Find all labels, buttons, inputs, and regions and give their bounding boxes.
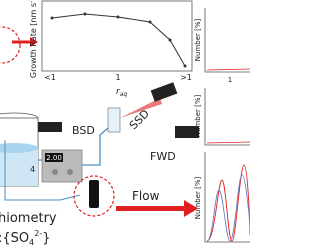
size-plot: Number [%] 1	[194, 8, 250, 84]
arrow-head	[30, 37, 38, 47]
growth-plot: Growth Rate [nm s-1] <1 1 >1 raq	[28, 0, 193, 98]
x-tick-label: 1	[228, 76, 232, 84]
flow-label: Flow	[132, 189, 160, 203]
bsd-detector	[38, 122, 62, 132]
x-tick-label: >1	[180, 73, 192, 82]
growth-line	[51, 13, 186, 67]
x-tick-label: 1	[115, 73, 120, 82]
pump: 2.00	[41, 149, 83, 183]
stoich-label: hiometry	[0, 211, 57, 226]
stoich-formula: :{SO42-}	[0, 229, 51, 247]
x-tick-label: <1	[44, 73, 56, 82]
sup: 2-	[34, 229, 42, 238]
display-value: 2.00	[46, 154, 62, 162]
cuvette	[107, 107, 121, 133]
y-axis-label: Number [%]	[194, 95, 202, 138]
label: Growth Rate [nm s	[29, 3, 38, 78]
tube	[38, 127, 109, 166]
fwd-detector	[175, 126, 199, 138]
laser	[150, 82, 178, 102]
y-axis-label: Growth Rate [nm s-1]	[28, 0, 38, 78]
beaker-label: 4	[30, 165, 35, 174]
plot-frame	[41, 0, 193, 72]
tube	[4, 140, 81, 201]
sup: -1	[28, 0, 35, 3]
flow-arrow	[116, 206, 186, 211]
vial	[89, 180, 99, 208]
sub: aq	[120, 91, 128, 98]
detector-label: BSD	[72, 124, 95, 137]
x-axis-label: raq	[116, 87, 127, 98]
beaker: 4	[0, 112, 39, 187]
y-axis-label: Number [%]	[194, 19, 202, 62]
y-axis-label: Number [%]	[194, 177, 202, 220]
detector-label: SSD	[127, 107, 152, 132]
highlight-circle	[0, 26, 21, 64]
highlight-circle	[73, 175, 115, 217]
formula-end: }	[42, 231, 50, 246]
sub: 4	[29, 238, 34, 247]
figure: Growth Rate [nm s-1] <1 1 >1 raq Number …	[0, 0, 250, 247]
laser-beam	[120, 98, 162, 118]
detector-label: FWD	[150, 150, 176, 163]
label: r	[116, 87, 121, 97]
formula: :{SO	[0, 231, 29, 246]
size-plot: Number [%]	[194, 88, 250, 146]
size-plot: Number [%]	[194, 152, 250, 243]
arrow-head	[184, 200, 198, 217]
